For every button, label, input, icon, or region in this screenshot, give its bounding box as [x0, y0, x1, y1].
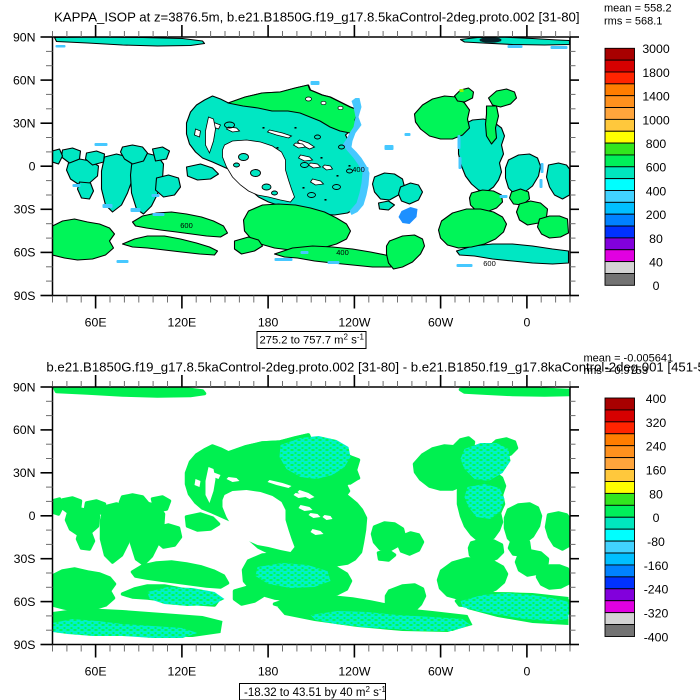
svg-text:0: 0 — [29, 160, 36, 174]
svg-text:rms = 0.9753: rms = 0.9753 — [584, 365, 649, 377]
svg-text:60S: 60S — [14, 246, 36, 260]
svg-text:-18.32 to 43.51 by 40 m2 s-1: -18.32 to 43.51 by 40 m2 s-1 — [244, 685, 387, 699]
svg-text:60E: 60E — [85, 316, 107, 330]
svg-text:600: 600 — [646, 161, 667, 175]
svg-text:120W: 120W — [338, 316, 371, 330]
svg-text:80: 80 — [649, 487, 663, 501]
svg-text:-320: -320 — [644, 607, 669, 621]
svg-text:-240: -240 — [644, 583, 669, 597]
svg-text:400: 400 — [352, 165, 365, 174]
svg-text:90S: 90S — [14, 289, 36, 303]
svg-text:40: 40 — [649, 256, 663, 270]
svg-text:400: 400 — [336, 248, 349, 257]
svg-text:600: 600 — [180, 221, 193, 230]
svg-text:0: 0 — [653, 279, 660, 293]
svg-text:1000: 1000 — [642, 113, 670, 127]
svg-text:1800: 1800 — [642, 66, 670, 80]
svg-text:160: 160 — [646, 463, 667, 477]
svg-text:200: 200 — [646, 208, 667, 222]
svg-text:80: 80 — [649, 232, 663, 246]
svg-text:KAPPA_ISOP at z=3876.5m, b.e21: KAPPA_ISOP at z=3876.5m, b.e21.B1850G.f1… — [54, 9, 580, 24]
svg-text:400: 400 — [646, 392, 667, 406]
svg-text:-400: -400 — [644, 630, 669, 644]
svg-text:-160: -160 — [644, 559, 669, 573]
svg-text:0: 0 — [29, 509, 36, 523]
svg-text:60E: 60E — [85, 665, 107, 679]
svg-text:90S: 90S — [14, 638, 36, 652]
svg-text:60S: 60S — [14, 595, 36, 609]
svg-text:90N: 90N — [13, 30, 36, 44]
svg-text:275.2 to 757.7 m2 s-1: 275.2 to 757.7 m2 s-1 — [260, 333, 365, 347]
svg-text:1400: 1400 — [642, 90, 670, 104]
svg-text:60W: 60W — [428, 665, 454, 679]
svg-text:320: 320 — [646, 416, 667, 430]
svg-text:3000: 3000 — [642, 42, 670, 56]
svg-text:mean = 558.2: mean = 558.2 — [604, 3, 672, 15]
svg-text:0: 0 — [523, 316, 530, 330]
svg-text:240: 240 — [646, 440, 667, 454]
svg-text:rms = 568.1: rms = 568.1 — [604, 16, 662, 28]
svg-text:120E: 120E — [168, 316, 197, 330]
svg-text:30S: 30S — [14, 552, 36, 566]
svg-text:30S: 30S — [14, 203, 36, 217]
svg-text:600: 600 — [483, 259, 496, 268]
svg-text:mean = -0.005641: mean = -0.005641 — [584, 353, 674, 365]
svg-text:180: 180 — [258, 316, 279, 330]
svg-text:60N: 60N — [13, 73, 36, 87]
svg-text:180: 180 — [258, 665, 279, 679]
svg-text:30N: 30N — [13, 117, 36, 131]
svg-text:-80: -80 — [647, 535, 665, 549]
svg-text:120W: 120W — [338, 665, 371, 679]
svg-text:120E: 120E — [168, 665, 197, 679]
svg-text:0: 0 — [523, 665, 530, 679]
svg-text:0: 0 — [653, 511, 660, 525]
svg-text:b.e21.B1850G.f19_g17.8.5kaCont: b.e21.B1850G.f19_g17.8.5kaControl-2deg.p… — [46, 360, 700, 375]
svg-text:800: 800 — [646, 137, 667, 151]
svg-text:60N: 60N — [13, 423, 36, 437]
svg-text:60W: 60W — [428, 316, 454, 330]
svg-text:30N: 30N — [13, 466, 36, 480]
svg-text:90N: 90N — [13, 380, 36, 394]
svg-text:400: 400 — [646, 184, 667, 198]
